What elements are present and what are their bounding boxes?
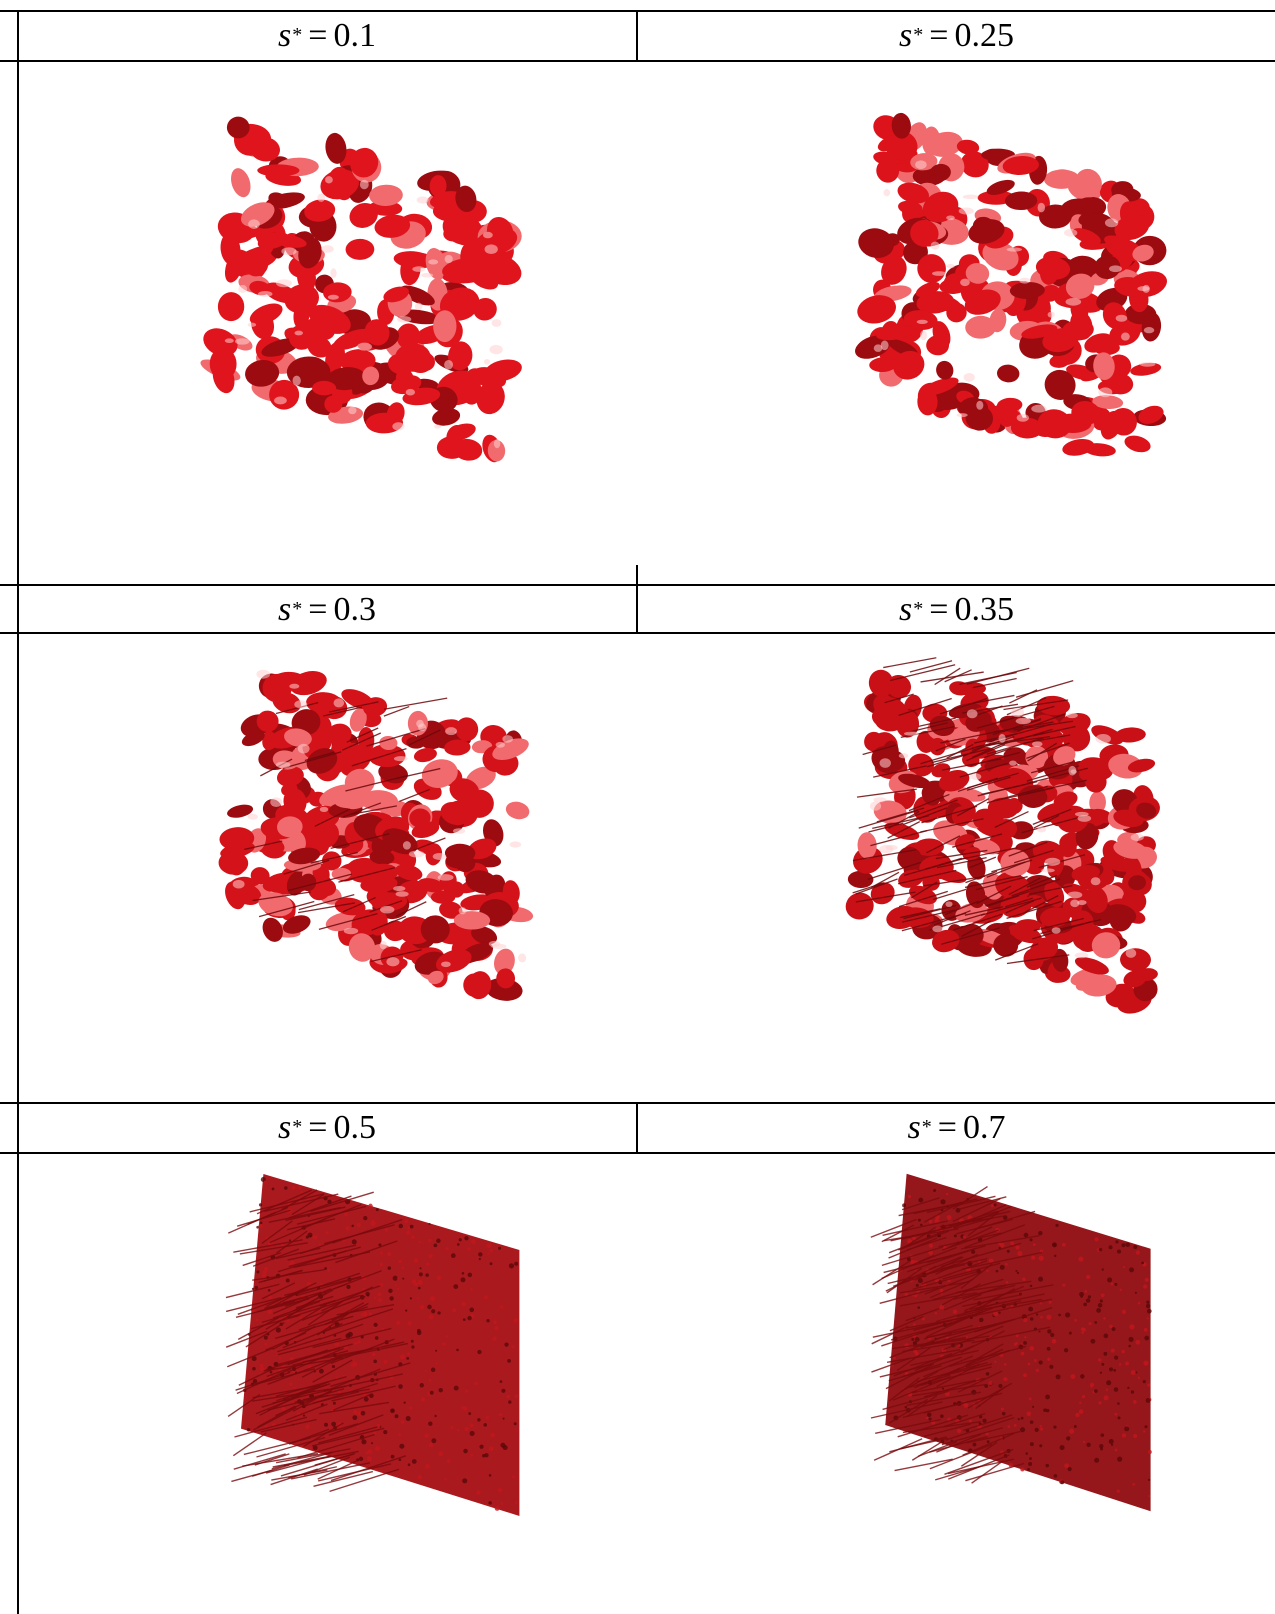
label-value: 0.5 [333, 1108, 376, 1146]
label-symbol: s [899, 16, 913, 54]
label-symbol: s [907, 1108, 921, 1146]
isosurface-blobs [855, 112, 1167, 457]
panel-label-3: s * = 0.3 [18, 586, 636, 633]
row1-divider-stub [636, 565, 638, 585]
label-symbol: s [899, 590, 913, 628]
label-equals: = [929, 16, 949, 54]
header-divider-2 [636, 584, 638, 634]
label-superscript: * [921, 1116, 932, 1138]
label-equals: = [937, 1108, 957, 1146]
label-value: 0.1 [333, 16, 376, 54]
table-border-left [17, 10, 19, 1614]
label-superscript: * [292, 1116, 303, 1138]
label-value: 0.25 [954, 16, 1014, 54]
label-equals: = [308, 16, 328, 54]
panel-label-6: s * = 0.7 [638, 1104, 1275, 1151]
isosurface-blobs [870, 1173, 1152, 1512]
isosurface-blobs [225, 1174, 520, 1516]
isosurface-image-4 [845, 657, 1160, 1014]
panel-label-5: s * = 0.5 [18, 1104, 636, 1151]
isosurface-blobs [845, 657, 1160, 1014]
panel-label-2: s * = 0.25 [638, 12, 1275, 59]
panel-label-1: s * = 0.1 [18, 12, 636, 59]
label-equals: = [308, 590, 328, 628]
isosurface-image-5 [225, 1174, 520, 1516]
label-symbol: s [278, 1108, 292, 1146]
isosurface-image-2 [855, 112, 1167, 457]
label-superscript: * [913, 598, 924, 620]
label-equals: = [308, 1108, 328, 1146]
isosurface-image-1 [200, 116, 522, 463]
label-symbol: s [278, 590, 292, 628]
isosurface-blobs [218, 669, 534, 1001]
panel-label-4: s * = 0.35 [638, 586, 1275, 633]
label-value: 0.3 [333, 590, 376, 628]
label-value: 0.7 [962, 1108, 1006, 1146]
header-divider-1 [636, 10, 638, 62]
label-superscript: * [292, 598, 303, 620]
isosurface-blobs [200, 116, 522, 463]
label-superscript: * [913, 24, 924, 46]
isosurface-image-6 [870, 1173, 1152, 1512]
header-divider-3 [636, 1102, 638, 1154]
label-value: 0.35 [954, 590, 1014, 628]
isosurface-image-3 [218, 669, 534, 1001]
label-symbol: s [278, 16, 292, 54]
label-equals: = [929, 590, 949, 628]
label-superscript: * [292, 24, 303, 46]
